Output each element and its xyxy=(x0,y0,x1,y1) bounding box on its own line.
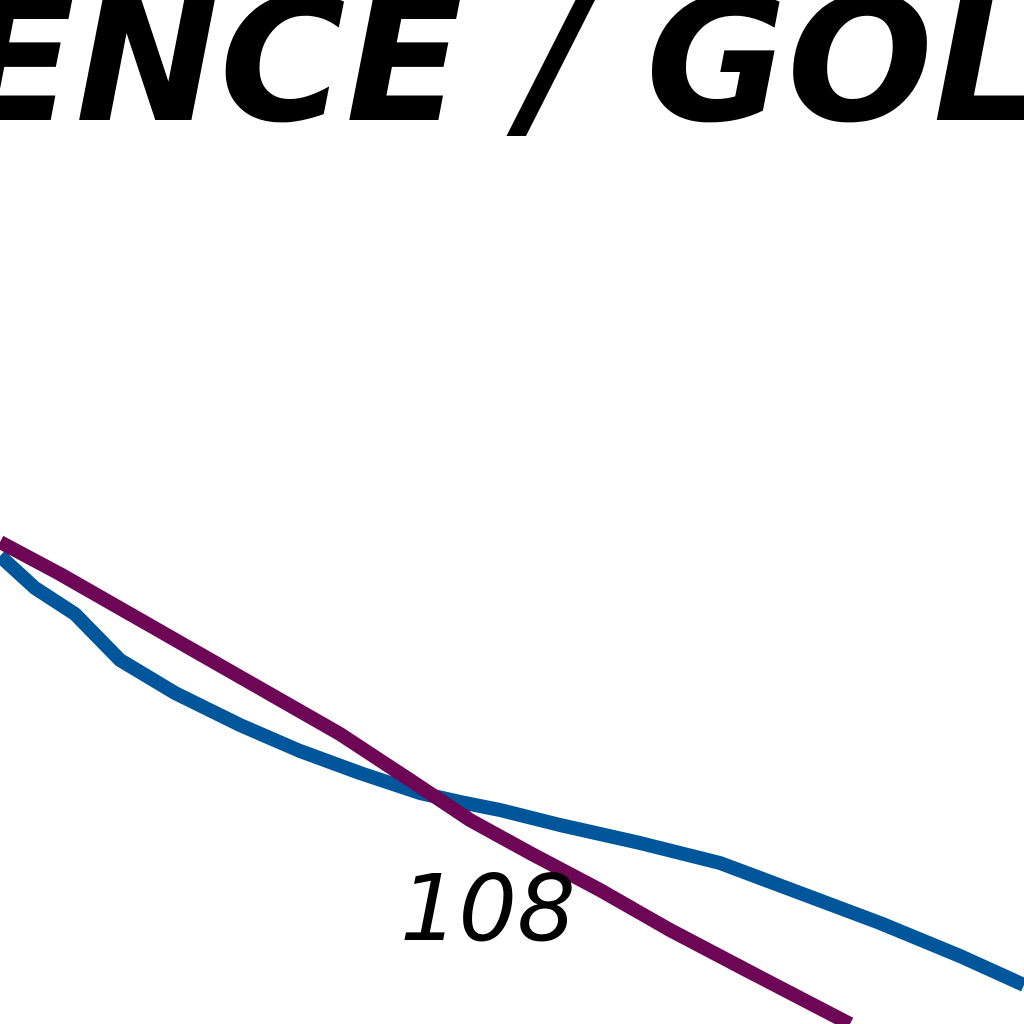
map-title-text: ENCE / GOLI xyxy=(0,0,1024,161)
route-number-label: 108 xyxy=(400,855,576,962)
purple-route-line xyxy=(0,535,854,1024)
